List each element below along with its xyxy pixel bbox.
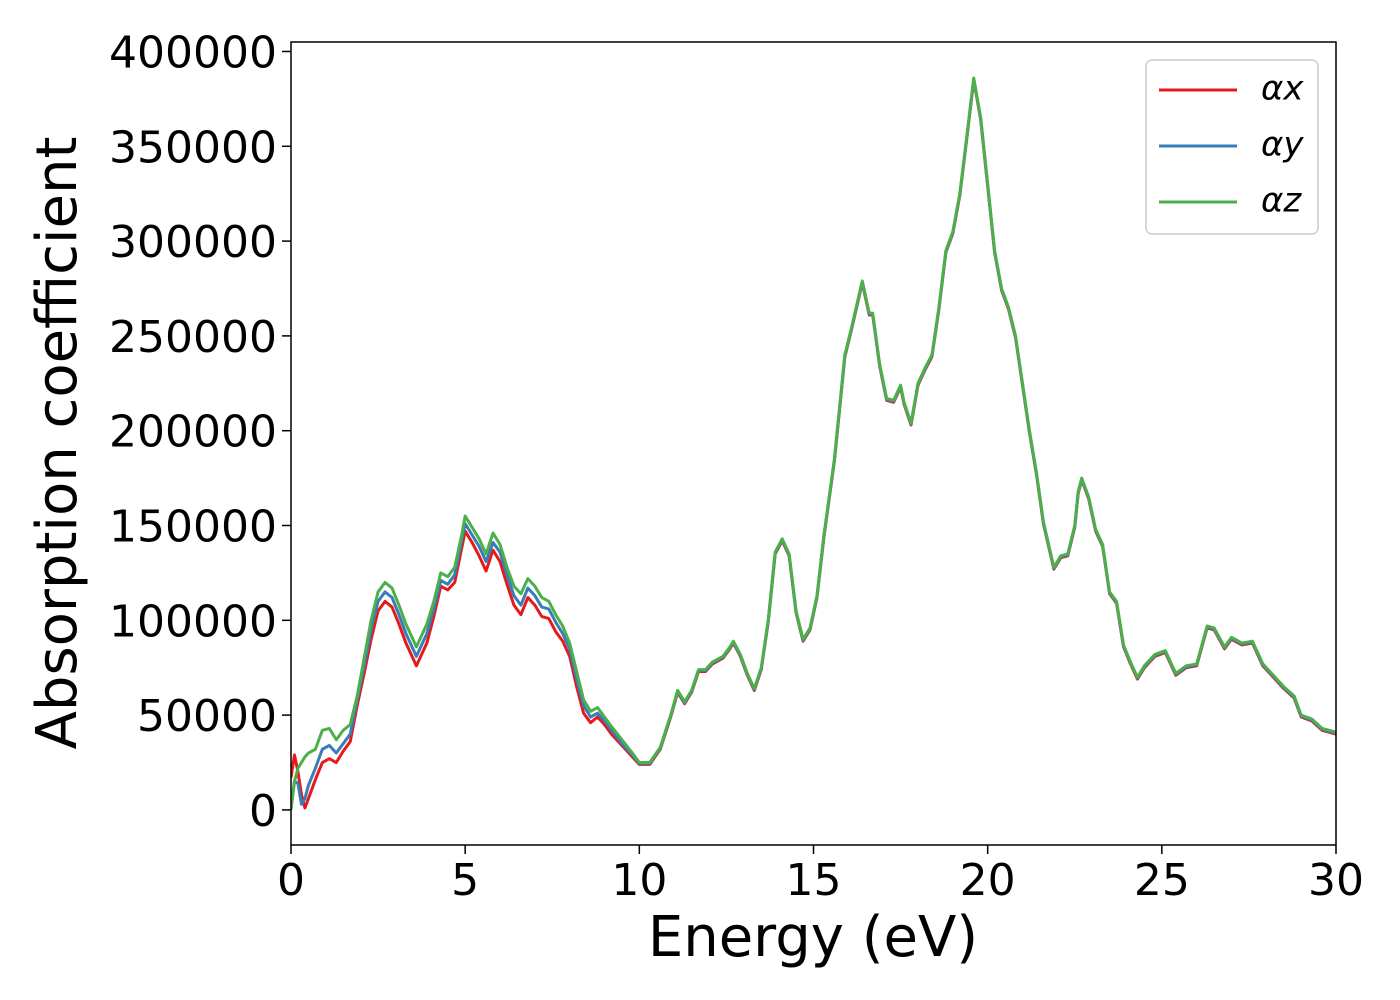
x-tick-label: 5 xyxy=(451,855,479,906)
y-tick-label: 150000 xyxy=(109,502,277,553)
y-tick-label: 50000 xyxy=(137,691,277,742)
y-axis-label: Absorption coefficient xyxy=(25,137,90,750)
plot-frame xyxy=(290,41,1337,846)
series-line xyxy=(291,76,1336,811)
x-tick-label: 15 xyxy=(786,855,842,906)
y-tick-label: 0 xyxy=(249,786,277,837)
legend-label: αy xyxy=(1261,125,1304,165)
x-axis-label: Energy (eV) xyxy=(648,905,978,970)
y-tick-label: 300000 xyxy=(109,217,277,268)
x-tick-label: 30 xyxy=(1308,855,1364,906)
x-tick-label: 10 xyxy=(611,855,667,906)
x-tick-label: 20 xyxy=(960,855,1016,906)
y-tick-label: 250000 xyxy=(109,312,277,363)
legend: αx αy αz xyxy=(1145,59,1319,235)
y-tick-label: 100000 xyxy=(109,596,277,647)
legend-label: αz xyxy=(1261,181,1302,221)
x-tick-label: 25 xyxy=(1134,855,1190,906)
x-tick-label: 0 xyxy=(277,855,305,906)
y-tick-label: 400000 xyxy=(109,27,277,78)
y-tick-label: 350000 xyxy=(109,122,277,173)
legend-label: αx xyxy=(1261,69,1304,109)
y-tick-label: 200000 xyxy=(109,407,277,458)
